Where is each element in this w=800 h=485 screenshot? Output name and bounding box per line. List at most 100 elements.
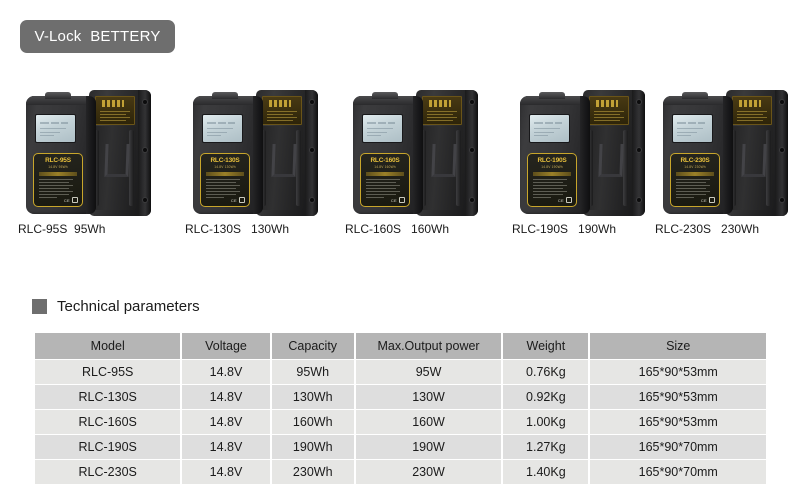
lcd-segment xyxy=(218,122,226,124)
table-body: RLC-95S 14.8V 95Wh 95W 0.76Kg 165*90*53mm RLC-… xyxy=(35,360,766,484)
rear-label-textline xyxy=(737,114,763,115)
battery-top-band xyxy=(353,96,423,105)
label-certification-marks: CE xyxy=(391,197,405,203)
label-fineprint-line xyxy=(206,188,236,189)
v-mount-groove xyxy=(741,144,767,177)
battery-rear-view xyxy=(89,90,151,216)
label-fineprint-line xyxy=(206,179,240,180)
product-item[interactable]: RLC-160S 14.8V 160Wh CE RLC-160S 160Wh xyxy=(345,80,495,255)
column-header: Model xyxy=(35,333,181,359)
label-model-text: RLC-160S xyxy=(370,157,400,164)
ce-mark-icon: CE xyxy=(700,197,707,203)
page-title-badge: V-Lock BETTERY xyxy=(20,20,175,53)
rear-label-textline xyxy=(737,120,763,121)
label-fineprint-line xyxy=(206,197,224,198)
column-header: Weight xyxy=(503,333,589,359)
rear-brand-label xyxy=(732,96,772,125)
table-row: RLC-130S 14.8V 130Wh 130W 0.92Kg 165*90*53mm xyxy=(35,385,766,409)
battery-rear-view xyxy=(416,90,478,216)
rear-label-textline xyxy=(100,111,130,112)
product-caption: RLC-230S 230Wh xyxy=(655,222,760,236)
rear-label-textline xyxy=(267,111,297,112)
section-heading: Technical parameters xyxy=(32,298,200,315)
battery-image[interactable]: RLC-95S 14.8V 95Wh CE xyxy=(18,86,168,218)
label-fineprint-line xyxy=(39,197,57,198)
label-fineprint-line xyxy=(39,191,73,192)
lcd-segment xyxy=(545,122,553,124)
label-fineprint-line xyxy=(366,179,400,180)
v-mount-plate xyxy=(586,126,630,210)
battery-side-edge xyxy=(305,90,318,216)
technical-parameters-table: Model Voltage Capacity Max.Output power Weig… xyxy=(33,332,768,485)
battery-rear-view xyxy=(256,90,318,216)
label-rating-text: 14.8V 230Wh xyxy=(684,165,706,169)
product-item[interactable]: RLC-230S 14.8V 230Wh CE RLC-230S 230Wh xyxy=(655,80,800,255)
v-mount-rail xyxy=(623,130,628,206)
v-mount-rail xyxy=(94,130,99,206)
label-fineprint-line xyxy=(366,188,396,189)
lcd-segment xyxy=(677,128,703,129)
battery-front-side-face xyxy=(413,96,423,214)
battery-top-band xyxy=(193,96,263,105)
section-bullet-icon xyxy=(32,299,47,314)
label-model-text: RLC-130S xyxy=(210,157,240,164)
column-header: Voltage xyxy=(182,333,270,359)
screw-icon xyxy=(637,148,641,152)
rear-label-textline xyxy=(100,117,130,118)
page-title: V-Lock BETTERY xyxy=(34,28,161,45)
lcd-segment xyxy=(688,122,696,124)
table-cell: 95Wh xyxy=(271,360,354,384)
label-rating-text: 14.8V 190Wh xyxy=(541,165,563,169)
rear-label-textline xyxy=(427,111,457,112)
battery-top-notch xyxy=(682,92,708,99)
label-fineprint-line xyxy=(206,182,236,183)
lcd-segment xyxy=(40,135,54,136)
product-item[interactable]: RLC-130S 14.8V 130Wh CE RLC-130S 130Wh xyxy=(185,80,335,255)
label-fineprint-line xyxy=(39,179,73,180)
table-cell: 130Wh xyxy=(271,385,354,409)
rear-label-textline xyxy=(267,117,297,118)
table-row: RLC-160S 14.8V 160Wh 160W 1.00Kg 165*90*53mm xyxy=(35,410,766,434)
lcd-segment xyxy=(698,122,705,124)
product-item[interactable]: RLC-95S 14.8V 95Wh CE RLC-95S 95Wh xyxy=(18,80,168,255)
ce-mark-icon: CE xyxy=(557,197,564,203)
table-cell: 190Wh xyxy=(271,435,354,459)
lcd-segment xyxy=(367,132,387,133)
label-fineprint-line xyxy=(533,197,551,198)
screw-icon xyxy=(470,100,474,104)
label-accent-bar xyxy=(533,172,571,176)
lcd-segment xyxy=(207,132,227,133)
table-cell: 14.8V xyxy=(182,435,270,459)
label-rating-text: 14.8V 130Wh xyxy=(214,165,236,169)
column-header: Capacity xyxy=(271,333,354,359)
table-cell: 1.40Kg xyxy=(503,460,589,484)
screw-icon xyxy=(310,148,314,152)
battery-image[interactable]: RLC-130S 14.8V 130Wh CE xyxy=(185,86,335,218)
rear-label-textline xyxy=(594,117,624,118)
lcd-display xyxy=(362,114,403,143)
recycle-mark-icon xyxy=(72,197,78,203)
label-fineprint-line xyxy=(206,191,240,192)
recycle-mark-icon xyxy=(566,197,572,203)
battery-image[interactable]: RLC-190S 14.8V 190Wh CE xyxy=(512,86,662,218)
battery-image[interactable]: RLC-160S 14.8V 160Wh CE xyxy=(345,86,495,218)
rear-label-textline xyxy=(594,114,620,115)
table-cell: 0.92Kg xyxy=(503,385,589,409)
table-cell: RLC-190S xyxy=(35,435,181,459)
rear-label-textline xyxy=(594,120,620,121)
screw-icon xyxy=(310,100,314,104)
battery-image[interactable]: RLC-230S 14.8V 230Wh CE xyxy=(655,86,800,218)
label-model-text: RLC-230S xyxy=(680,157,710,164)
table-cell: 165*90*53mm xyxy=(590,385,766,409)
product-caption: RLC-190S 190Wh xyxy=(512,222,617,236)
rear-label-textline xyxy=(737,117,767,118)
label-fineprint-line xyxy=(39,194,69,195)
table-cell: RLC-230S xyxy=(35,460,181,484)
lcd-segment xyxy=(534,128,560,129)
rear-label-textline xyxy=(427,120,453,121)
lcd-display xyxy=(672,114,713,143)
screw-icon xyxy=(310,198,314,202)
product-item[interactable]: RLC-190S 14.8V 190Wh CE RLC-190S 190Wh xyxy=(512,80,662,255)
table-cell: 160Wh xyxy=(271,410,354,434)
battery-spec-label: RLC-190S 14.8V 190Wh CE xyxy=(527,153,577,207)
